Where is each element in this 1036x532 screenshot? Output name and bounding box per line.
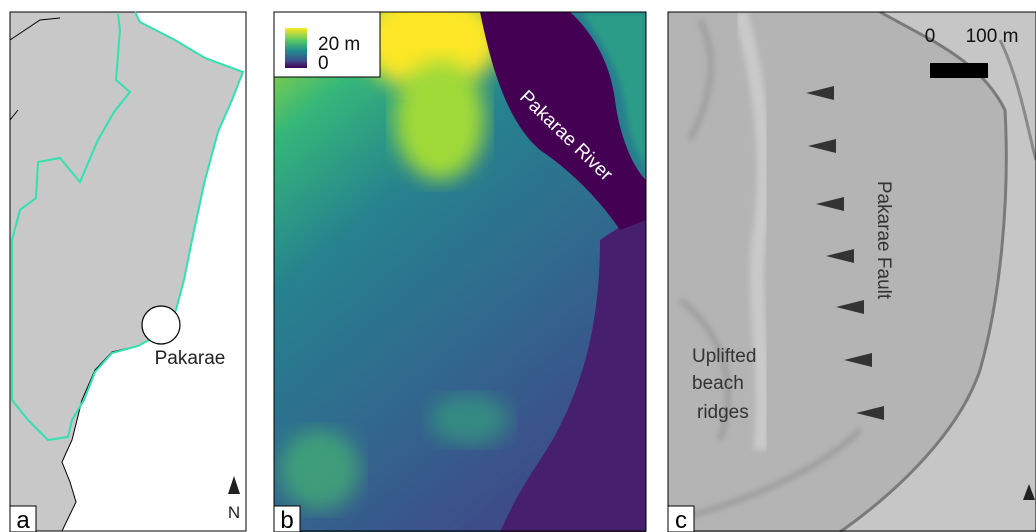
ridge-patch: [280, 430, 360, 510]
panel-label: b: [280, 507, 293, 532]
scale-bar: [930, 63, 988, 78]
legend-colorbar: [285, 28, 307, 68]
fault-label: Pakarae Fault: [873, 181, 894, 300]
ridges-line: ridges: [697, 402, 749, 423]
ridges-line: beach: [692, 373, 744, 394]
panel-c: Pakarae Fault 0 100 m Uplifted beach rid…: [668, 12, 1036, 532]
ridges-line: Uplifted: [692, 346, 756, 367]
legend-max: 20 m: [318, 34, 360, 55]
scale-start: 0: [925, 26, 936, 47]
panel-a: Pakarae N a: [10, 12, 246, 532]
place-label: Pakarae: [155, 348, 226, 369]
ridge-patch: [430, 395, 510, 445]
panel-b: 20 m 0 Pakarae River b: [274, 0, 646, 532]
figure: Pakarae N a 20 m 0 Pakarae River b: [0, 0, 1036, 532]
north-label: N: [228, 503, 240, 522]
site-marker: [142, 306, 180, 344]
high-ground: [395, 60, 485, 180]
panel-label: c: [675, 507, 687, 532]
panel-label: a: [16, 507, 30, 532]
legend-min: 0: [318, 53, 329, 74]
scale-end: 100 m: [966, 26, 1019, 47]
